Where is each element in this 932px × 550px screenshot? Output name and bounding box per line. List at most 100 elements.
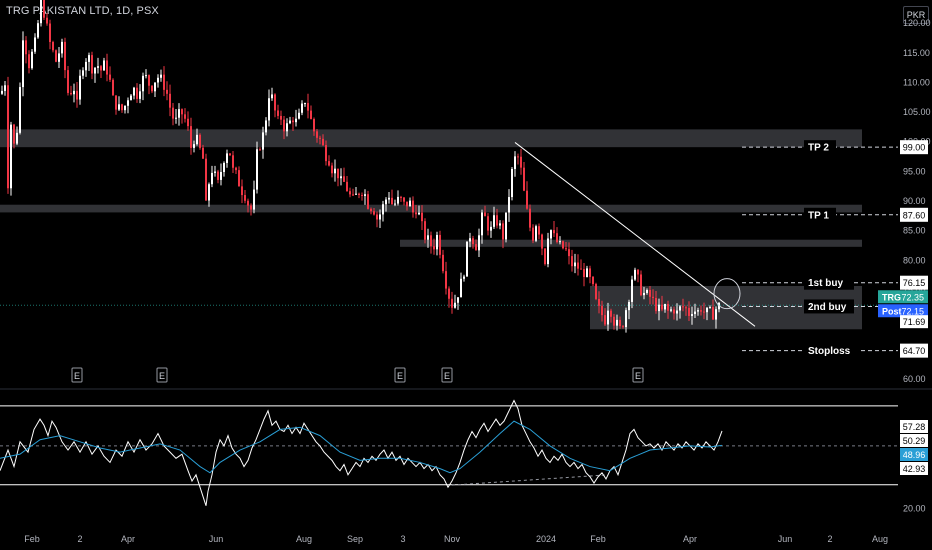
- candle-body: [262, 132, 264, 150]
- candle-body: [85, 61, 87, 71]
- candle-body: [337, 168, 339, 179]
- candle-body: [154, 82, 156, 92]
- rsi-value-tag: [900, 434, 928, 447]
- candle-body: [16, 132, 18, 144]
- candle-body: [301, 103, 303, 113]
- candle-body: [697, 310, 699, 312]
- other-price-value: 71.69: [903, 317, 926, 327]
- candle-body: [109, 74, 111, 80]
- candle-body: [58, 53, 60, 62]
- price-tick-label: 60.00: [903, 374, 926, 384]
- candle-body: [520, 156, 522, 168]
- candle-body: [382, 204, 384, 215]
- candle-body: [391, 197, 393, 205]
- candle-body: [298, 112, 300, 119]
- candle-body: [490, 226, 492, 231]
- candle-body: [376, 214, 378, 220]
- level-price-tag: [900, 275, 928, 290]
- candle-body: [586, 268, 588, 278]
- level-label: 1st buy: [808, 278, 843, 289]
- candle-body: [526, 190, 528, 209]
- candle-body: [469, 238, 471, 242]
- candle-body: [388, 197, 390, 200]
- price-tick-label: 115.00: [903, 48, 930, 58]
- candle-body: [565, 248, 567, 250]
- candle-body: [343, 176, 345, 182]
- rsi-line: [0, 399, 723, 506]
- level-labels: TP 2 99.00 TP 1 87.60 1st buy 76.15 2nd buy Sto…: [804, 140, 928, 358]
- candle-body: [478, 235, 480, 251]
- candle-body: [10, 124, 12, 189]
- other-price-tag: [900, 315, 928, 329]
- price-zone: [400, 239, 862, 247]
- candle-body: [400, 196, 402, 198]
- candle-body: [28, 54, 30, 69]
- candle-body: [547, 238, 549, 265]
- rsi-value-label: 57.28: [903, 422, 926, 432]
- candle-body: [715, 309, 717, 320]
- candle-body: [76, 90, 78, 100]
- event-marker-label: E: [159, 371, 165, 381]
- level-label-bg: [804, 299, 854, 314]
- event-marker-label: E: [74, 371, 80, 381]
- event-marker: [632, 367, 644, 383]
- level-label-bg: [804, 207, 836, 222]
- candle-body: [550, 230, 552, 239]
- candle-body: [631, 279, 633, 302]
- candle-body: [430, 235, 432, 247]
- candle-body: [97, 66, 99, 68]
- candle-body: [253, 189, 255, 210]
- level-price-value: 64.70: [903, 346, 926, 356]
- candle-body: [496, 215, 498, 226]
- candle-body: [646, 289, 648, 293]
- candle-body: [37, 23, 39, 38]
- candle-body: [367, 194, 369, 209]
- candle-body: [658, 304, 660, 312]
- candle-body: [169, 93, 171, 108]
- time-tick-label: Jun: [209, 534, 224, 544]
- rsi-value-label: 50.29: [903, 436, 926, 446]
- currency-button[interactable]: PKR: [903, 6, 929, 24]
- candle-body: [217, 171, 219, 180]
- candle-body: [49, 23, 51, 43]
- time-tick-label: 2024: [536, 534, 556, 544]
- candle-body: [661, 304, 663, 310]
- candle-body: [421, 212, 423, 222]
- candle-body: [709, 307, 711, 309]
- level-label-bg: [804, 275, 854, 290]
- candle-body: [442, 254, 444, 272]
- time-tick-label: Feb: [590, 534, 606, 544]
- candle-body: [55, 50, 57, 62]
- candle-body: [187, 118, 189, 127]
- time-tick-label: 2: [77, 534, 82, 544]
- event-marker: [71, 367, 83, 383]
- time-tick-label: Aug: [296, 534, 312, 544]
- candle-body: [73, 90, 75, 95]
- candle-body: [511, 168, 513, 198]
- time-axis[interactable]: Feb 2 Apr Jun Aug Sep 3 Nov 2024 Feb Apr Jun 2 Aug: [24, 534, 888, 544]
- candle-body: [652, 296, 654, 298]
- candle-body: [610, 310, 612, 317]
- candle-body: [427, 235, 429, 240]
- candle-body: [397, 196, 399, 204]
- candle-body: [481, 212, 483, 236]
- candle-body: [271, 94, 273, 99]
- candle-body: [94, 67, 96, 74]
- candle-body: [355, 193, 357, 195]
- candle-body: [340, 176, 342, 179]
- time-tick-label: Apr: [121, 534, 135, 544]
- candle-body: [232, 155, 234, 168]
- rsi-ma-line: [0, 420, 723, 474]
- price-tick-label: 80.00: [903, 255, 926, 265]
- candle-body: [685, 307, 687, 309]
- candle-body: [103, 60, 105, 71]
- candle-body: [247, 200, 249, 206]
- candle-body: [640, 274, 642, 296]
- candle-body: [118, 104, 120, 110]
- candle-body: [22, 40, 24, 88]
- price-axis[interactable]: 120.00115.00110.00105.00100.0095.0090.00…: [903, 18, 931, 384]
- price-tick-label: 95.00: [903, 166, 926, 176]
- candle-body: [316, 131, 318, 138]
